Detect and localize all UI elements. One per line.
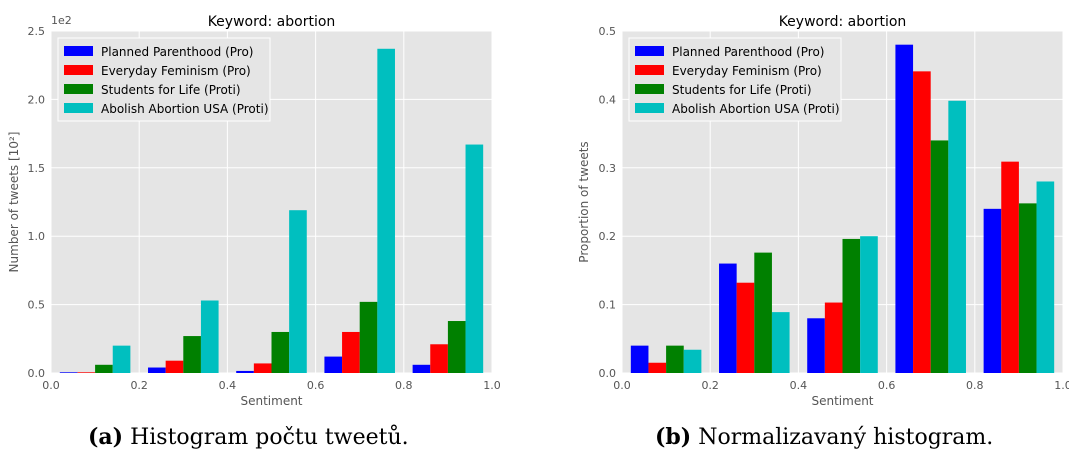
chart1-y-tick-label: 2.0 [28, 93, 46, 106]
chart2-bar [860, 236, 878, 373]
chart1-x-tick-label: 0.4 [219, 379, 237, 392]
chart1-legend-box [57, 37, 271, 122]
chart2-bar [1036, 181, 1055, 373]
chart1-legend-label: Everyday Feminism (Pro) [101, 64, 251, 78]
caption-a-text: Histogram počtu tweetů. [130, 425, 409, 450]
chart1-bar [165, 360, 184, 373]
chart2-x-tick-label: 0.8 [966, 379, 984, 392]
chart2-legend-label: Planned Parenthood (Pro) [672, 45, 824, 59]
caption-a: (a) Histogram počtu tweetů. [88, 424, 409, 450]
chart2-y-tick-label: 0.2 [599, 230, 617, 243]
chart2-legend-swatch [635, 46, 664, 56]
chart2-x-tick-label: 1.0 [1054, 379, 1069, 392]
chart2-legend-swatch [635, 84, 664, 94]
chart2-x-tick-label: 0.2 [701, 379, 719, 392]
chart1-bar [377, 48, 395, 374]
chart2-title: Keyword: abortion [779, 14, 907, 30]
chart1-bar [253, 363, 272, 373]
chart2-bar [807, 318, 825, 373]
chart2-legend-label: Abolish Abortion USA (Proti) [672, 102, 840, 116]
chart1-bar [465, 144, 484, 373]
caption-a-label: (a) [88, 424, 124, 450]
chart2-legend-box [628, 37, 842, 122]
chart2-bar [824, 302, 843, 373]
chart1-legend-swatch [64, 46, 93, 56]
chart1-bar [271, 331, 290, 373]
chart1-y-tick-label: 2.5 [28, 25, 46, 38]
chart1-bar [359, 301, 378, 373]
chart2-legend-label: Everyday Feminism (Pro) [672, 64, 822, 78]
chart1-x-tick-label: 1.0 [483, 379, 501, 392]
chart2-y-tick-label: 0.0 [599, 367, 617, 380]
chart1-bar [289, 210, 307, 373]
chart2-bar [683, 349, 702, 373]
chart1-y-tick-label: 0.0 [28, 367, 46, 380]
chart1-bar [447, 321, 466, 373]
chart2-bar [771, 312, 790, 373]
chart1-bar [148, 367, 166, 373]
chart1-y-tick-label: 1.0 [28, 230, 46, 243]
chart1-bar [112, 345, 131, 373]
chart2-bar [913, 71, 931, 373]
caption-b-label: (b) [655, 424, 692, 450]
chart1-x-tick-label: 0.0 [42, 379, 60, 392]
chart2-y-tick-label: 0.5 [599, 25, 617, 38]
chart2-bar [630, 345, 649, 373]
chart2-x-tick-label: 0.6 [878, 379, 896, 392]
chart1-x-tick-label: 0.8 [395, 379, 413, 392]
chart1-legend-swatch [64, 65, 93, 75]
chart2-bar [754, 252, 772, 373]
chart2-y-axis-label: Proportion of tweets [577, 141, 591, 262]
chart2-bar [648, 362, 667, 373]
chart1-bar [77, 372, 96, 373]
chart2-legend-label: Students for Life (Proti) [672, 83, 812, 97]
chart1-legend-label: Planned Parenthood (Pro) [101, 45, 253, 59]
chart2-bar [983, 208, 1002, 373]
chart1-legend-label: Abolish Abortion USA (Proti) [101, 102, 269, 116]
chart2-bar [1001, 161, 1019, 373]
chart2-legend-swatch [635, 103, 664, 113]
chart2-y-tick-label: 0.1 [599, 299, 617, 312]
chart2-bar [736, 282, 755, 373]
chart2-y-tick-label: 0.3 [599, 162, 617, 175]
chart1-bar [236, 370, 254, 373]
chart1-bar [200, 300, 219, 373]
chart2-y-tick-label: 0.4 [599, 93, 617, 106]
chart2-bar [1018, 203, 1037, 373]
chart1-bar [183, 336, 201, 373]
chart1-bar [95, 364, 113, 373]
chart1-x-axis-label: Sentiment [240, 394, 302, 408]
chart1-title: Keyword: abortion [208, 14, 336, 30]
chart2-bar [719, 263, 737, 373]
chart2-bar [895, 44, 914, 374]
chart2-x-tick-label: 0.0 [613, 379, 631, 392]
chart1-bar [430, 344, 448, 373]
chart1-bar [324, 356, 343, 373]
chart1-offset-text: 1e2 [51, 14, 72, 27]
chart2-bar [948, 100, 966, 373]
chart1-legend-label: Students for Life (Proti) [101, 83, 241, 97]
caption-b: (b) Normalizavaný histogram. [655, 424, 993, 450]
chart2-bar [930, 140, 949, 373]
chart1-y-tick-label: 1.5 [28, 162, 46, 175]
chart1-bar [412, 364, 431, 373]
chart1-bar [59, 372, 78, 373]
chart2-x-tick-label: 0.4 [790, 379, 808, 392]
figure-canvas: 0.0 0.2 0.4 0.6 0.8 1.0 0.0 0.5 1.0 1.5 2.0 2.5 Keyw… [7, 14, 1069, 408]
caption-b-text: Normalizavaný histogram. [698, 425, 994, 450]
chart2-bar [666, 345, 684, 373]
chart1-y-tick-label: 0.5 [28, 299, 46, 312]
chart1-x-tick-label: 0.6 [307, 379, 325, 392]
chart1-legend-swatch [64, 84, 93, 94]
chart1-bar [342, 331, 360, 373]
chart1-legend-swatch [64, 103, 93, 113]
chart1-x-tick-label: 0.2 [130, 379, 148, 392]
chart2-legend-swatch [635, 65, 664, 75]
chart2-x-axis-label: Sentiment [811, 394, 873, 408]
chart2-bar [842, 238, 861, 373]
chart1-y-axis-label: Number of tweets [10²] [7, 132, 21, 273]
